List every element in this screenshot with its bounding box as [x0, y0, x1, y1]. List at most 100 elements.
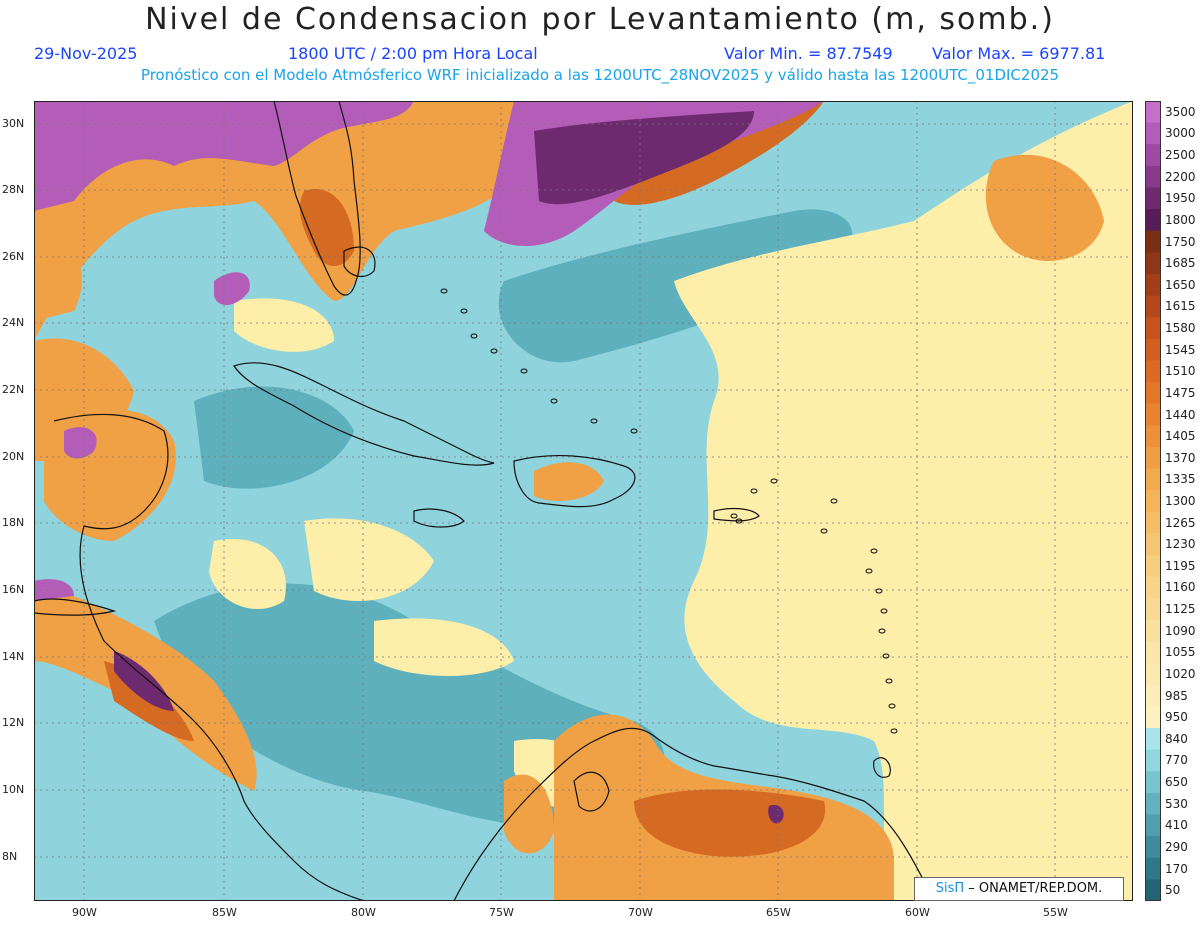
island	[470, 333, 478, 339]
colorbar-label: 1800	[1165, 212, 1196, 227]
colorbar-label: 1265	[1165, 515, 1196, 530]
island	[880, 608, 888, 614]
colorbar-label: 170	[1165, 861, 1188, 876]
colorbar-swatch	[1145, 317, 1161, 340]
latitude-label: 26N	[2, 250, 25, 263]
dark-purple-field	[768, 804, 784, 824]
island	[730, 513, 738, 519]
colorbar-label: 1335	[1165, 472, 1196, 487]
colorbar-swatch	[1145, 619, 1161, 643]
colorbar-label: 1230	[1165, 537, 1196, 552]
island	[490, 348, 498, 354]
dark-purple-field	[534, 111, 754, 205]
colorbar-swatch	[1145, 230, 1161, 253]
island	[590, 418, 598, 424]
island	[550, 398, 558, 404]
latitude-label: 22N	[2, 383, 25, 396]
dark-purple-field	[114, 651, 174, 711]
pale-yellow-field	[209, 539, 286, 610]
colorbar-swatch	[1145, 425, 1161, 448]
colorbar-swatch	[1145, 663, 1161, 686]
colorbar-label: 1475	[1165, 385, 1196, 400]
colorbar-swatch	[1145, 598, 1161, 621]
colorbar-label: 1545	[1165, 342, 1196, 357]
longitude-label: 70W	[628, 906, 653, 919]
latitude-label: 30N	[2, 117, 25, 130]
forecast-date: 29-Nov-2025	[34, 44, 138, 63]
colorbar-swatch	[1145, 403, 1161, 426]
colorbar-label: 1510	[1165, 364, 1196, 379]
island	[630, 428, 638, 434]
colorbar-label: 1300	[1165, 494, 1196, 508]
lcl-map	[34, 101, 1133, 901]
colorbar-swatch	[1145, 792, 1161, 816]
colorbar-label: 950	[1165, 710, 1188, 725]
colorbar-label: 1580	[1165, 321, 1196, 336]
orange-field	[985, 154, 1104, 261]
pale-yellow-field	[234, 298, 334, 352]
colorbar-swatch	[1145, 555, 1161, 578]
orange-field	[34, 239, 82, 321]
longitude-label: 85W	[212, 906, 237, 919]
longitude-label: 75W	[489, 906, 514, 919]
colorbar-label: 1195	[1165, 558, 1196, 573]
colorbar-label: 1440	[1165, 407, 1196, 422]
colorbar-swatch	[1145, 814, 1161, 837]
colorbar-label: 50	[1165, 883, 1181, 898]
colorbar-label: 2200	[1165, 169, 1196, 184]
colorbar	[1145, 101, 1161, 901]
latitude-label: 12N	[2, 716, 25, 729]
colorbar-swatch	[1145, 533, 1161, 556]
island	[520, 368, 528, 374]
colorbar-swatch	[1145, 382, 1161, 405]
orange-field	[34, 101, 514, 341]
colorbar-label: 1750	[1165, 234, 1196, 249]
map-title: Nivel de Condensacion por Levantamiento …	[145, 2, 1055, 37]
colorbar-swatch	[1145, 446, 1161, 470]
deep-teal-band	[194, 386, 354, 489]
island	[735, 518, 743, 524]
colorbar-label: 1405	[1165, 429, 1196, 444]
colorbar-border	[1145, 101, 1161, 901]
colorbar-swatch	[1145, 490, 1161, 513]
island	[888, 703, 896, 709]
model-info: Pronóstico con el Modelo Atmósferico WRF…	[140, 66, 1060, 84]
island	[875, 588, 883, 594]
colorbar-swatch	[1145, 101, 1161, 124]
colorbar-label: 3500	[1165, 104, 1196, 119]
small-islands	[440, 288, 898, 734]
purple-field	[64, 427, 97, 459]
latitude-label: 16N	[2, 583, 25, 596]
colorbar-label: 840	[1165, 731, 1188, 746]
colorbar-label: 1685	[1165, 256, 1196, 271]
pale-yellow-field	[674, 101, 1133, 901]
credit-text: – ONAMET/REP.DOM.	[964, 881, 1103, 896]
latitude-label: 14N	[2, 650, 25, 663]
forecast-time: 1800 UTC / 2:00 pm Hora Local	[288, 44, 538, 63]
colorbar-label: 3000	[1165, 126, 1196, 141]
island	[770, 478, 778, 484]
island	[460, 308, 468, 314]
pale-yellow-field	[374, 618, 514, 676]
colorbar-swatch	[1145, 338, 1161, 361]
colorbar-swatch	[1145, 879, 1161, 901]
colorbar-swatch	[1145, 295, 1161, 318]
credit-brand: SisΠ	[935, 881, 965, 896]
island	[878, 628, 886, 634]
colorbar-swatch	[1145, 836, 1161, 859]
colorbar-label: 1370	[1165, 450, 1196, 465]
island	[820, 528, 828, 534]
island	[882, 653, 890, 659]
latitude-label: 8N	[2, 850, 18, 863]
colorbar-label: 1160	[1165, 580, 1196, 595]
colorbar-swatch	[1145, 684, 1161, 707]
dark-orange-field	[299, 189, 354, 266]
coastlines	[34, 101, 935, 901]
colorbar-swatch	[1145, 706, 1161, 729]
colorbar-label: 985	[1165, 688, 1188, 703]
colorbar-label: 1020	[1165, 666, 1196, 681]
colorbar-label: 1090	[1165, 623, 1196, 638]
colorbar-swatch	[1145, 209, 1161, 232]
purple-field	[214, 272, 250, 306]
colorbar-label: 2500	[1165, 148, 1196, 163]
